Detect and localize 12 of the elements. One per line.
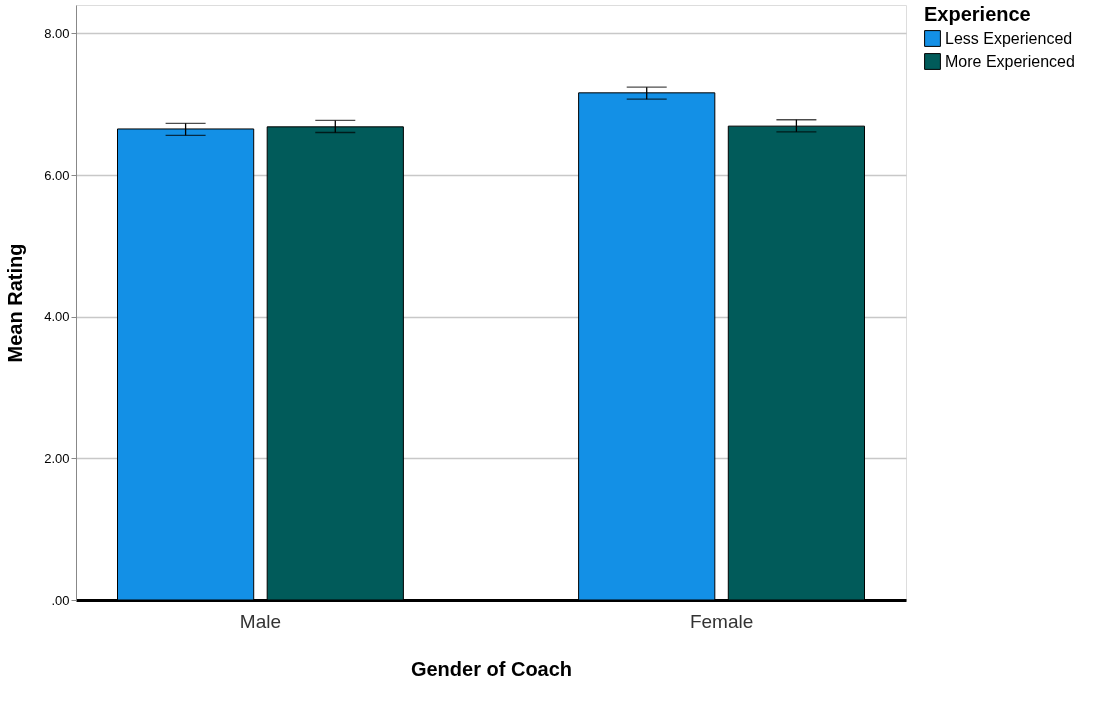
y-tick-label: 4.00 (44, 309, 70, 325)
x-tick-label: Male (239, 610, 282, 632)
y-tick-label: .00 (51, 592, 70, 608)
legend-label: More Experienced (945, 52, 1075, 70)
y-tick-label: 2.00 (44, 450, 70, 466)
x-axis-title: Gender of Coach (410, 657, 573, 680)
legend-title: Experience (924, 3, 1031, 25)
y-tick-label: 8.00 (44, 25, 70, 41)
y-axis-title: Mean Rating (4, 243, 27, 363)
x-tick-label: Female (689, 610, 754, 632)
y-tick-label: 6.00 (44, 167, 70, 183)
legend-label: Less Experienced (945, 29, 1073, 47)
